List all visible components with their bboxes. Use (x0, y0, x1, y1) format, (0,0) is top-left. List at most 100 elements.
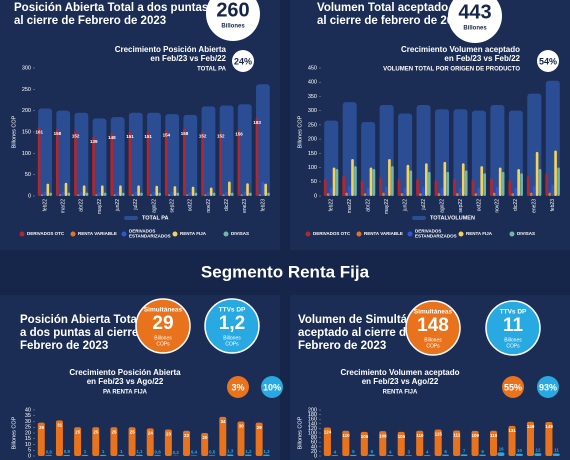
data-label: 25 (112, 429, 118, 434)
data-label: 11 (554, 448, 559, 453)
bar (526, 176, 530, 196)
bar (386, 455, 394, 456)
panel-title: Volumen Total aceptado (317, 2, 448, 14)
bar (244, 454, 252, 456)
legend-label: DERIVADOS ESTANDARIZADOS (415, 229, 457, 239)
total-bar (128, 112, 143, 196)
bar (81, 454, 89, 456)
bar (508, 180, 512, 196)
y-tick-label: 180 (308, 412, 317, 418)
data-label: 1 (102, 449, 105, 454)
data-label: 149 (527, 424, 535, 429)
bar (258, 194, 262, 196)
legend-label: RENTA FIJA (466, 231, 493, 236)
bar (194, 192, 198, 196)
total-bar (256, 84, 270, 196)
bar (409, 170, 413, 196)
badge-text: 10% (263, 382, 281, 392)
bar (201, 433, 209, 456)
bar (545, 173, 549, 196)
data-label: 151 (144, 134, 152, 139)
bar (326, 193, 330, 196)
legend-label: RENTA VARIABLE (78, 231, 117, 236)
bar (237, 129, 241, 196)
bar (453, 430, 461, 456)
bar (335, 168, 339, 196)
bar (329, 187, 333, 196)
badge (232, 50, 254, 72)
bar (434, 429, 442, 456)
bar (261, 181, 265, 196)
bar (191, 186, 195, 196)
y-tick-label: 60 (311, 440, 317, 446)
kpi-value: 148 (417, 315, 449, 336)
bar (351, 159, 354, 196)
y-tick-label: 0 (28, 453, 31, 459)
y-tick-label: 0 (28, 193, 31, 199)
kpi-value: 1,2 (219, 313, 245, 334)
y-tick-label: 200 (22, 108, 31, 114)
kpi-label: TTVs DP (500, 309, 527, 316)
bar (230, 192, 234, 196)
total-bar (38, 108, 52, 196)
bar (529, 192, 533, 196)
data-label: 131 (508, 428, 516, 433)
bar (113, 194, 116, 196)
data-label: 16 (499, 447, 505, 452)
x-tick-label: feb23 (260, 199, 266, 212)
kpi-circle (206, 0, 260, 41)
bar (264, 183, 267, 196)
bar (243, 191, 246, 196)
data-label: 0,8 (46, 449, 53, 454)
y-tick-label: 30 (25, 419, 31, 425)
y-tick-label: 0 (314, 193, 317, 199)
bar (501, 171, 505, 196)
bar (342, 176, 345, 196)
data-label: 6 (444, 449, 447, 454)
y-tick-label: 150 (308, 151, 317, 157)
bar (391, 166, 394, 196)
bar (403, 187, 407, 196)
bar (134, 191, 137, 196)
x-tick-label: abr22 (365, 199, 371, 212)
bar (388, 159, 391, 196)
bar (490, 430, 498, 456)
data-label: 20 (202, 435, 208, 440)
kpi-unit: Billones (154, 335, 172, 341)
bar (55, 128, 59, 196)
data-label: 148 (545, 424, 553, 429)
legend-marker (407, 231, 413, 237)
bar (434, 180, 438, 196)
bar (535, 151, 539, 196)
x-tick-label: sep22 (458, 199, 464, 213)
total-bar (201, 106, 216, 196)
data-label: 31 (57, 423, 63, 428)
data-label: 158 (54, 131, 62, 136)
bar (212, 192, 216, 196)
bar (146, 428, 154, 456)
data-label: 0,2 (173, 450, 180, 455)
total-bar (219, 105, 234, 196)
bar (155, 185, 159, 196)
bar (170, 192, 174, 196)
data-label: 151 (126, 134, 134, 139)
data-label: 4 (334, 449, 337, 454)
data-label: 110 (490, 433, 498, 438)
bar (77, 194, 80, 196)
bar (110, 427, 118, 456)
y-tick-label: 300 (22, 65, 31, 71)
bar (67, 192, 71, 196)
bar (183, 128, 186, 196)
bar (379, 431, 387, 456)
bar (534, 453, 542, 456)
y-tick-label: 80 (311, 435, 317, 441)
kpi-circle (135, 298, 191, 354)
total-bar (74, 112, 89, 196)
panel-title: Posición Abierta Total (20, 314, 140, 326)
bar (240, 194, 244, 196)
bar (219, 416, 227, 456)
y-tick-label: 100 (308, 430, 317, 436)
x-tick-label: ago22 (151, 199, 157, 213)
legend-label: DIVISAS (517, 231, 535, 236)
